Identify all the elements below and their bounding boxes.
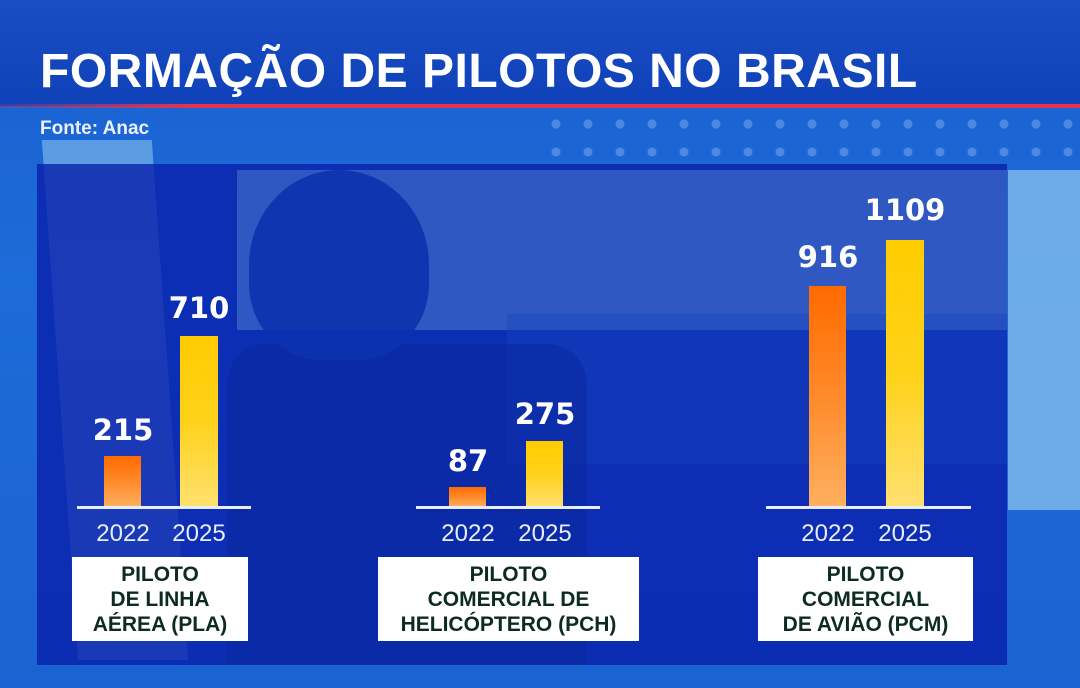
category-line: HELICÓPTERO (PCH) [400,612,617,636]
bar-pcm-2022 [809,286,846,507]
year-label-pcm-2025: 2025 [878,520,932,547]
bar-pch-2022 [449,487,486,507]
value-label-pcm-2022: 916 [797,240,859,274]
baseline-pla [77,506,251,509]
year-label-pch-2025: 2025 [518,520,572,547]
year-label-pcm-2022: 2022 [801,520,855,547]
source-label: Fonte: Anac [40,118,150,139]
value-label-pla-2025: 710 [168,291,230,325]
value-label-pla-2022: 215 [92,413,154,447]
category-label-pcm: PILOTO COMERCIAL DE AVIÃO (PCM) [758,557,973,641]
category-line: PILOTO [121,562,199,586]
title-bar: FORMAÇÃO DE PILOTOS NO BRASIL [0,0,1080,106]
category-line: PILOTO [469,562,548,586]
value-label-pcm-2025: 1109 [864,193,946,227]
category-line: DE AVIÃO (PCM) [782,612,949,636]
year-label-pla-2025: 2025 [172,520,226,547]
cockpit-switches [540,110,1080,170]
cockpit-window-right [1008,170,1080,510]
accent-divider [0,104,1080,108]
category-label-pla: PILOTO DE LINHA AÉREA (PLA) [72,557,248,641]
pilot-head-silhouette [249,170,429,360]
category-line: AÉREA (PLA) [92,612,228,636]
chart-title: FORMAÇÃO DE PILOTOS NO BRASIL [40,45,918,98]
bar-pla-2025 [180,336,218,507]
category-line: COMERCIAL [801,587,930,611]
bar-pch-2025 [526,441,563,507]
baseline-pcm [766,506,971,509]
value-label-pch-2025: 275 [514,397,576,431]
value-label-pch-2022: 87 [447,444,489,478]
category-line: DE LINHA [110,587,210,611]
category-line: PILOTO [826,562,905,586]
category-label-pch: PILOTO COMERCIAL DE HELICÓPTERO (PCH) [378,557,639,641]
bar-pla-2022 [104,456,141,507]
bar-pcm-2025 [886,240,924,507]
baseline-pch [416,506,600,509]
year-label-pch-2022: 2022 [441,520,495,547]
year-label-pla-2022: 2022 [96,520,150,547]
category-line: COMERCIAL DE [427,587,590,611]
